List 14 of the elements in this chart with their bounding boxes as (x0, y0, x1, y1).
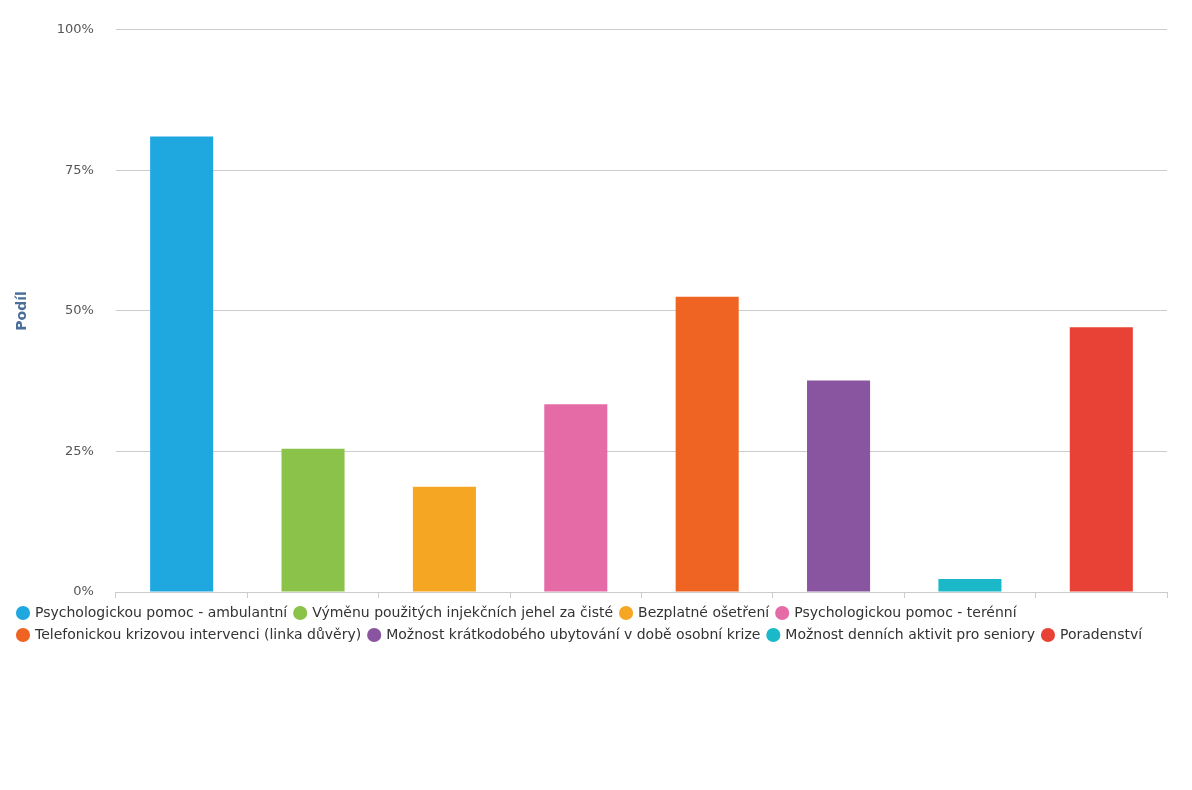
y-tick-label: 25% (65, 442, 94, 458)
legend-label: Psychologickou pomoc - ambulantní (35, 603, 289, 620)
y-tick-label: 75% (65, 161, 94, 177)
legend-label: Poradenství (1059, 625, 1144, 642)
y-axis-title: Podíl (13, 291, 30, 331)
y-tick-label: 0% (73, 583, 94, 599)
legend-label: Psychologickou pomoc - terénní (794, 603, 1018, 620)
y-tick-label: 50% (65, 302, 94, 318)
legend-label: Výměnu použitých injekčních jehel za čisté (312, 603, 614, 620)
legend-label: Možnost denních aktivit pro seniory (785, 625, 1035, 642)
legend-label: Možnost krátkodobého ubytování v době osobní krize (386, 625, 761, 642)
legend-label: Telefonickou krizovou intervenci (linka důvěry) (34, 625, 362, 642)
legend-label: Bezplatné ošetření (638, 603, 771, 620)
y-tick-label: 100% (56, 21, 94, 37)
